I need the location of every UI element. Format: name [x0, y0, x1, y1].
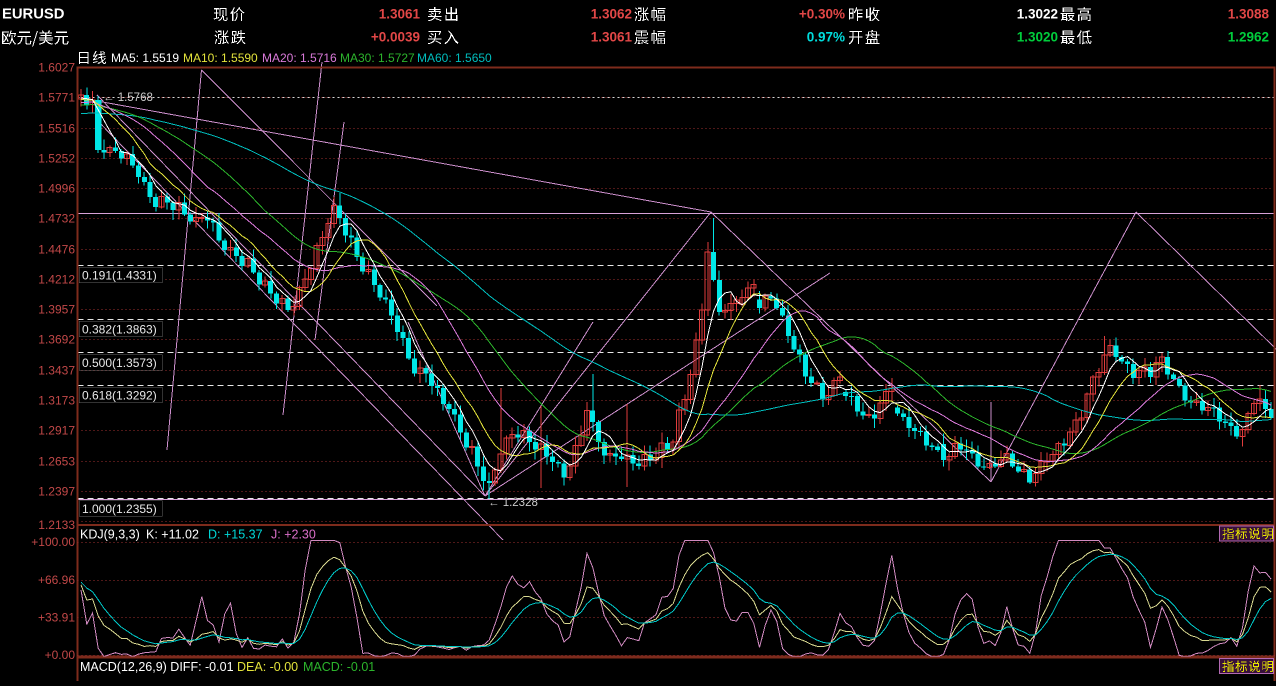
svg-text:EURUSD: EURUSD: [2, 7, 65, 23]
svg-text:DEA: -0.00: DEA: -0.00: [237, 660, 298, 674]
svg-text:MACD(12,26,9) DIFF: -0.01: MACD(12,26,9) DIFF: -0.01: [80, 660, 234, 674]
svg-text:+100.00: +100.00: [31, 535, 75, 549]
svg-text:MA10: 1.5590: MA10: 1.5590: [183, 51, 258, 65]
svg-text:+0.30%: +0.30%: [799, 7, 845, 22]
svg-text:1.3088: 1.3088: [1228, 7, 1270, 22]
svg-text:D: +15.37: D: +15.37: [208, 528, 263, 542]
svg-text:1.3957: 1.3957: [38, 303, 75, 317]
svg-text:+66.96: +66.96: [38, 573, 75, 587]
svg-text:← 1.5768: ← 1.5768: [103, 92, 153, 104]
svg-text:1.4732: 1.4732: [38, 212, 75, 226]
svg-text:KDJ(9,3,3): KDJ(9,3,3): [80, 528, 140, 542]
svg-text:1.6027: 1.6027: [38, 61, 75, 75]
svg-text:J: +2.30: J: +2.30: [271, 528, 316, 542]
svg-text:MACD: -0.01: MACD: -0.01: [303, 660, 375, 674]
svg-text:1.5252: 1.5252: [38, 152, 75, 166]
svg-text:0.618(1.3292): 0.618(1.3292): [82, 389, 157, 403]
svg-text:1.2962: 1.2962: [1228, 30, 1269, 45]
svg-text:1.3692: 1.3692: [38, 333, 75, 347]
svg-text:1.3173: 1.3173: [38, 394, 75, 408]
svg-text:MA20: 1.5716: MA20: 1.5716: [262, 51, 337, 65]
svg-text:MA60: 1.5650: MA60: 1.5650: [417, 51, 492, 65]
svg-text:1.2653: 1.2653: [38, 455, 75, 469]
svg-text:1.3020: 1.3020: [1017, 30, 1058, 45]
svg-text:0.97%: 0.97%: [807, 30, 845, 45]
svg-text:1.4476: 1.4476: [38, 243, 75, 257]
svg-text:1.2133: 1.2133: [38, 518, 75, 532]
svg-text:MA5: 1.5519: MA5: 1.5519: [111, 51, 179, 65]
svg-text:0.191(1.4331): 0.191(1.4331): [82, 269, 157, 283]
svg-text:1.3061: 1.3061: [379, 7, 421, 22]
svg-text:1.2397: 1.2397: [38, 485, 75, 499]
svg-text:+0.00: +0.00: [45, 648, 76, 662]
svg-text:1.3437: 1.3437: [38, 364, 75, 378]
svg-text:1.3061: 1.3061: [591, 30, 633, 45]
svg-text:0.382(1.3863): 0.382(1.3863): [82, 323, 157, 337]
svg-text:← 1.2328: ← 1.2328: [488, 497, 538, 509]
svg-text:+33.91: +33.91: [38, 610, 75, 624]
svg-text:1.5771: 1.5771: [38, 91, 75, 105]
svg-text:1.2917: 1.2917: [38, 424, 75, 438]
svg-text:K: +11.02: K: +11.02: [146, 528, 199, 542]
svg-text:1.5516: 1.5516: [38, 122, 75, 136]
svg-text:MA30: 1.5727: MA30: 1.5727: [340, 51, 415, 65]
svg-text:1.4996: 1.4996: [38, 182, 75, 196]
svg-text:1.000(1.2355): 1.000(1.2355): [82, 502, 157, 516]
svg-text:1.3022: 1.3022: [1017, 7, 1058, 22]
svg-text:+0.0039: +0.0039: [371, 30, 420, 45]
svg-text:0.500(1.3573): 0.500(1.3573): [82, 356, 157, 370]
svg-text:1.4212: 1.4212: [38, 273, 75, 287]
svg-text:1.3062: 1.3062: [591, 7, 632, 22]
